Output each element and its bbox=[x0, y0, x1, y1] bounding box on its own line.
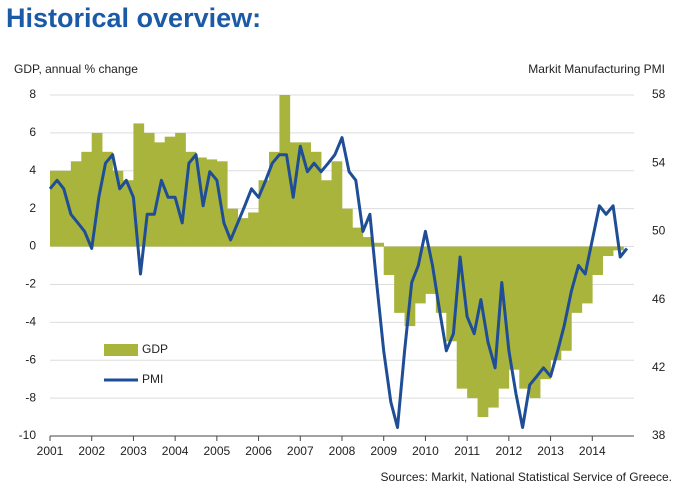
y2-tick-label: 42 bbox=[652, 360, 666, 374]
y-tick-label: 0 bbox=[29, 239, 36, 253]
y-tick-label: 8 bbox=[29, 87, 36, 101]
gdp-bar bbox=[592, 246, 604, 275]
gdp-bar bbox=[394, 246, 405, 313]
gdp-bar bbox=[133, 123, 145, 247]
x-tick-label: 2003 bbox=[120, 444, 147, 458]
gdp-bar bbox=[498, 246, 510, 389]
y2-tick-label: 54 bbox=[652, 155, 666, 169]
y2-axis-label: Markit Manufacturing PMI bbox=[528, 62, 665, 76]
x-tick-label: 2012 bbox=[496, 444, 523, 458]
gdp-bar bbox=[571, 246, 583, 313]
legend-swatch bbox=[104, 344, 138, 356]
gdp-bar bbox=[164, 136, 176, 247]
gdp-bar bbox=[456, 246, 468, 389]
gdp-bar bbox=[258, 180, 270, 247]
y-axis-label: GDP, annual % change bbox=[14, 62, 138, 76]
gdp-bar bbox=[112, 170, 124, 247]
y2-tick-label: 50 bbox=[652, 224, 666, 238]
y-tick-label: -6 bbox=[25, 352, 36, 366]
gdp-bar bbox=[383, 246, 395, 275]
y2-tick-label: 38 bbox=[652, 428, 666, 442]
y-tick-label: -8 bbox=[25, 390, 36, 404]
legend-label: GDP bbox=[142, 342, 168, 356]
gdp-bar bbox=[310, 151, 322, 247]
y2-tick-label: 46 bbox=[652, 292, 666, 306]
y-tick-label: -2 bbox=[25, 277, 36, 291]
gdp-bar bbox=[425, 246, 437, 294]
gdp-bar bbox=[362, 237, 374, 247]
gdp-bar bbox=[602, 246, 614, 257]
x-tick-label: 2004 bbox=[162, 444, 189, 458]
gdp-bar bbox=[289, 142, 301, 247]
y-tick-label: 4 bbox=[29, 163, 36, 177]
legend-label: PMI bbox=[142, 372, 163, 386]
y-tick-label: -4 bbox=[25, 315, 36, 329]
gdp-bar bbox=[415, 246, 426, 304]
x-tick-label: 2007 bbox=[287, 444, 314, 458]
x-tick-label: 2006 bbox=[245, 444, 272, 458]
gdp-bar bbox=[279, 95, 291, 247]
gdp-bar bbox=[467, 246, 478, 399]
gdp-bar bbox=[91, 132, 103, 247]
gdp-bar bbox=[50, 170, 61, 247]
x-tick-label: 2014 bbox=[579, 444, 606, 458]
x-tick-label: 2005 bbox=[204, 444, 231, 458]
gdp-bar bbox=[81, 151, 93, 247]
x-tick-label: 2011 bbox=[454, 444, 480, 458]
gdp-bar bbox=[342, 208, 353, 247]
gdp-bar bbox=[269, 151, 280, 247]
gdp-bar bbox=[321, 180, 332, 247]
pmi-line bbox=[48, 136, 629, 429]
gdp-bar bbox=[488, 246, 499, 408]
gdp-bar bbox=[185, 151, 197, 247]
gdp-bar bbox=[352, 227, 364, 247]
gdp-bar bbox=[581, 246, 593, 304]
gdp-bar bbox=[331, 161, 343, 247]
x-tick-label: 2010 bbox=[412, 444, 439, 458]
gdp-bar bbox=[227, 208, 239, 247]
x-tick-label: 2001 bbox=[37, 444, 64, 458]
gdp-bar bbox=[373, 242, 385, 247]
gdp-bar bbox=[540, 246, 551, 380]
gdp-bar bbox=[237, 218, 249, 247]
gdp-bar bbox=[477, 246, 489, 418]
gdp-bar bbox=[446, 246, 458, 342]
gdp-bar bbox=[435, 246, 447, 313]
gdp-bar bbox=[206, 159, 218, 247]
gdp-bar bbox=[143, 132, 155, 247]
y-tick-label: -10 bbox=[19, 428, 37, 442]
x-tick-label: 2008 bbox=[329, 444, 356, 458]
y-tick-label: 6 bbox=[29, 125, 36, 139]
x-tick-label: 2002 bbox=[78, 444, 105, 458]
gdp-bar bbox=[60, 170, 72, 247]
gdp-bar bbox=[300, 142, 312, 247]
gdp-bar bbox=[550, 246, 562, 361]
gdp-bar bbox=[519, 246, 531, 389]
x-tick-label: 2009 bbox=[370, 444, 397, 458]
gdp-bar bbox=[561, 246, 572, 351]
source: Sources: Markit, National Statistical Se… bbox=[381, 470, 672, 484]
chart-title: Historical overview: bbox=[6, 3, 261, 33]
gdp-bar bbox=[123, 180, 134, 247]
gdp-bar bbox=[102, 151, 113, 247]
gdp-bar bbox=[529, 246, 541, 399]
gdp-bar bbox=[508, 246, 520, 370]
y-tick-label: 2 bbox=[29, 201, 36, 215]
gdp-bar bbox=[70, 161, 82, 247]
gdp-bar bbox=[175, 132, 186, 247]
x-tick-label: 2013 bbox=[537, 444, 564, 458]
gdp-bar bbox=[248, 212, 259, 247]
y2-tick-label: 58 bbox=[652, 87, 666, 101]
